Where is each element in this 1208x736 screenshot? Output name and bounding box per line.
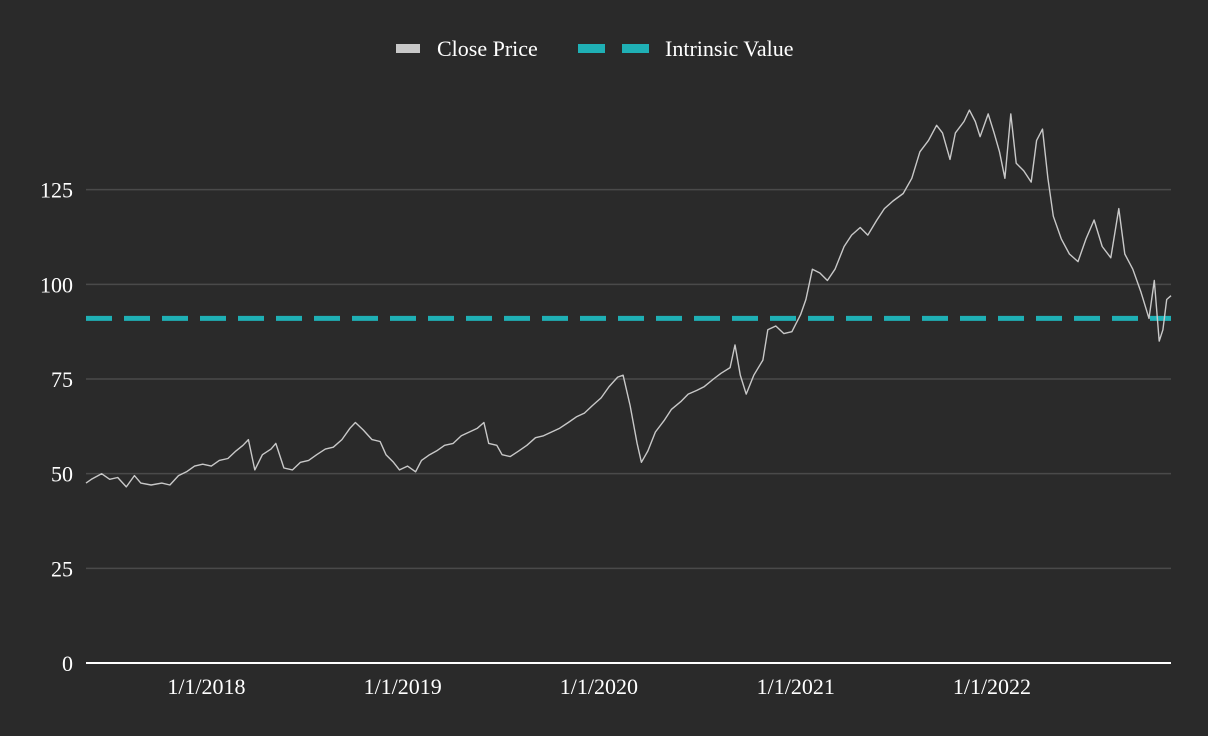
x-tick-label-5: 1/1/2022 [953, 674, 1031, 699]
x-tick-label-1: 1/1/2018 [167, 674, 245, 699]
legend-swatch-intrinsic-value-1 [578, 44, 605, 53]
y-tick-label-25: 25 [51, 556, 73, 581]
legend-label-intrinsic-value: Intrinsic Value [665, 36, 794, 61]
x-tick-label-4: 1/1/2021 [757, 674, 835, 699]
y-axis-ticks: 0 25 50 75 100 125 [40, 178, 73, 676]
x-tick-label-2: 1/1/2019 [364, 674, 442, 699]
series-line-close-price [85, 109, 1172, 488]
legend-label-close-price: Close Price [437, 36, 538, 61]
y-tick-label-50: 50 [51, 462, 73, 487]
y-tick-label-100: 100 [40, 272, 73, 297]
y-tick-label-75: 75 [51, 367, 73, 392]
legend: Close Price Intrinsic Value [396, 36, 794, 61]
y-tick-label-0: 0 [62, 651, 73, 676]
x-tick-label-3: 1/1/2020 [560, 674, 638, 699]
y-tick-label-125: 125 [40, 178, 73, 203]
legend-item-intrinsic-value[interactable]: Intrinsic Value [578, 36, 794, 61]
legend-item-close-price[interactable]: Close Price [396, 36, 538, 61]
legend-swatch-intrinsic-value-2 [622, 44, 649, 53]
grid-lines [86, 188, 1171, 570]
series [85, 109, 1172, 488]
legend-swatch-close-price [396, 44, 420, 53]
x-axis-ticks: 1/1/2018 1/1/2019 1/1/2020 1/1/2021 1/1/2022 [167, 674, 1031, 699]
